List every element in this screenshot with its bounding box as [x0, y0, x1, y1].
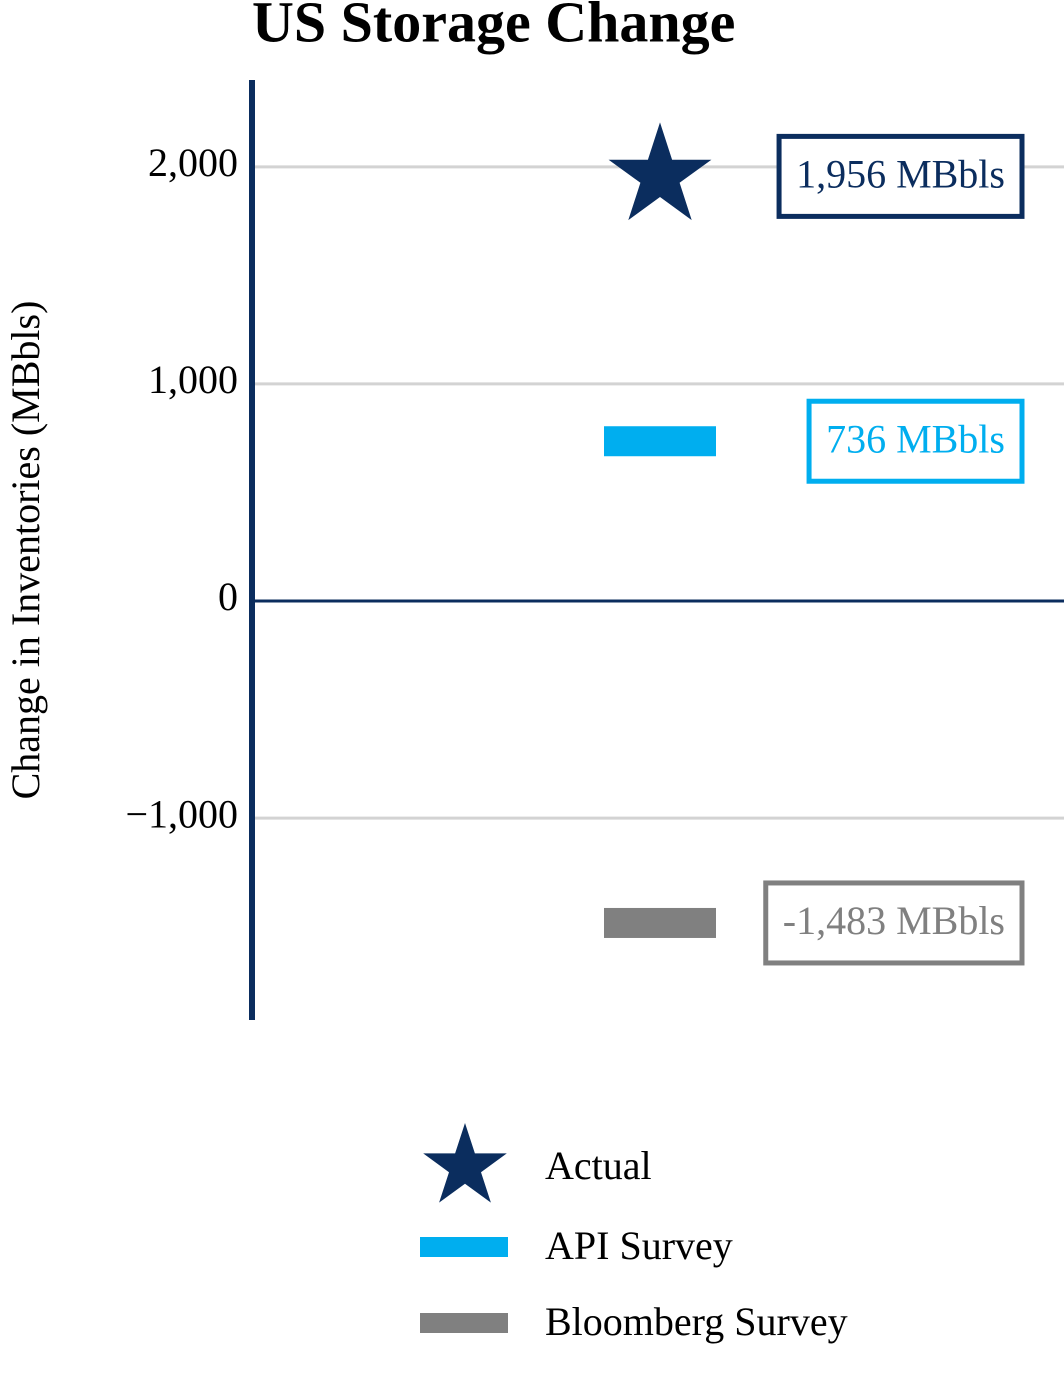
value-label: 1,956 MBbls [796, 152, 1005, 197]
chart-title: US Storage Change [252, 0, 735, 54]
legend-marker [420, 1313, 508, 1333]
y-axis-label: Change in Inventories (MBbls) [3, 301, 48, 800]
bar-marker [604, 426, 716, 457]
legend-marker [420, 1237, 508, 1257]
legend-label: Bloomberg Survey [545, 1299, 848, 1344]
legend-label: API Survey [545, 1223, 733, 1268]
y-tick-label: −1,000 [125, 791, 238, 836]
legend-marker [423, 1123, 507, 1203]
y-tick-label: 0 [218, 574, 238, 619]
value-label: -1,483 MBbls [783, 898, 1005, 943]
value-label-box [806, 398, 1025, 484]
value-label: 736 MBbls [826, 416, 1005, 461]
y-tick-label: 1,000 [148, 357, 238, 402]
legend-label: Actual [545, 1143, 652, 1188]
value-label-box [776, 133, 1025, 219]
value-label-box [763, 880, 1025, 966]
y-tick-label: 2,000 [148, 140, 238, 185]
star-marker [608, 122, 712, 221]
bar-marker [604, 907, 716, 938]
